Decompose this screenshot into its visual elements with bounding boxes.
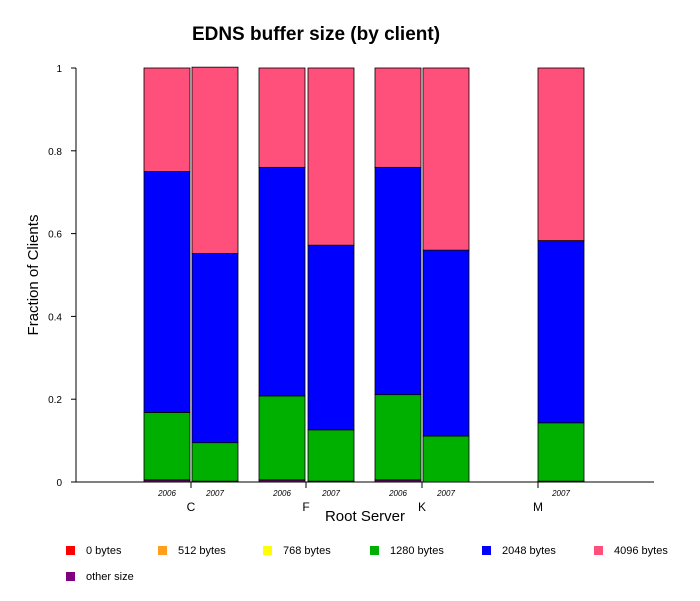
bar-segment-c-2006 <box>143 412 191 481</box>
x-group-label: M <box>533 500 543 514</box>
bar-year-label: 2006 <box>157 489 176 498</box>
x-group-label: F <box>302 500 309 514</box>
y-axis-label: Fraction of Clients <box>25 215 42 336</box>
legend-swatch <box>158 546 167 555</box>
bar-segment-k-2007 <box>422 435 470 483</box>
bar-segment-c-2006 <box>143 67 191 172</box>
y-tick-label: 1 <box>56 64 62 75</box>
bar-segment-k-2006 <box>374 394 422 481</box>
bar-segment-f-2006 <box>258 166 306 397</box>
legend-swatch <box>594 546 603 555</box>
legend-item: 2048 bytes <box>482 545 556 557</box>
bar-segment-c-2007 <box>191 442 239 482</box>
bar-segment-k-2006 <box>374 67 422 168</box>
legend-swatch <box>482 546 491 555</box>
legend-item: 512 bytes <box>158 545 226 557</box>
bar-year-label: 2006 <box>272 489 291 498</box>
bar-segment-f-2007 <box>307 429 355 482</box>
y-tick-label: 0.6 <box>48 230 62 241</box>
x-axis-label: Root Server <box>325 508 405 525</box>
x-group-label: K <box>418 500 426 514</box>
bar-segment-c-2007 <box>191 253 239 444</box>
legend-swatch <box>66 572 75 581</box>
bar-year-label: 2007 <box>321 489 340 498</box>
bar-segment-c-2007 <box>191 66 239 254</box>
legend-swatch <box>263 546 272 555</box>
legend-swatch <box>370 546 379 555</box>
legend-swatch <box>66 546 75 555</box>
bar-segment-k-2007 <box>422 249 470 437</box>
bar-segment-f-2007 <box>307 244 355 431</box>
y-tick-label: 0.8 <box>48 147 62 158</box>
y-tick-label: 0 <box>56 478 62 489</box>
bar-segment-f-2007 <box>307 67 355 246</box>
y-tick-label: 0.4 <box>48 312 62 323</box>
legend-label: 1280 bytes <box>390 545 444 557</box>
legend-label: 768 bytes <box>283 545 331 557</box>
legend-label: other size <box>86 571 134 583</box>
legend-item: 1280 bytes <box>370 545 444 557</box>
legend-label: 512 bytes <box>178 545 226 557</box>
bar-year-label: 2007 <box>436 489 455 498</box>
bar-year-label: 2007 <box>551 489 570 498</box>
bar-segment-c-2006 <box>143 171 191 413</box>
x-group-label: C <box>187 500 196 514</box>
bar-segment-f-2006 <box>258 395 306 481</box>
legend-label: 2048 bytes <box>502 545 556 557</box>
legend-label: 0 bytes <box>86 545 122 557</box>
legend-item: 0 bytes <box>66 545 121 557</box>
legend-item: 768 bytes <box>263 545 331 557</box>
bar-year-label: 2006 <box>388 489 407 498</box>
edns-buffer-chart: EDNS buffer size (by client) Fraction of… <box>25 24 654 525</box>
chart-title: EDNS buffer size (by client) <box>192 24 440 45</box>
y-tick-label: 0.2 <box>48 395 62 406</box>
bar-segment-m-2007 <box>537 422 585 482</box>
legend-item: 4096 bytes <box>594 545 668 557</box>
bar-segment-f-2006 <box>258 67 306 168</box>
bar-segment-k-2007 <box>422 67 470 251</box>
bar-segment-k-2006 <box>374 166 422 396</box>
legend-item: other size <box>66 571 134 583</box>
bar-year-label: 2007 <box>205 489 224 498</box>
plot-area: 0 0.2 0.4 0.6 0.8 1 2006 2007 2006 2007 2006 2007 20… <box>48 64 654 514</box>
legend-label: 4096 bytes <box>614 545 668 557</box>
bar-segment-m-2007 <box>537 67 585 242</box>
bar-segment-m-2007 <box>537 240 585 424</box>
